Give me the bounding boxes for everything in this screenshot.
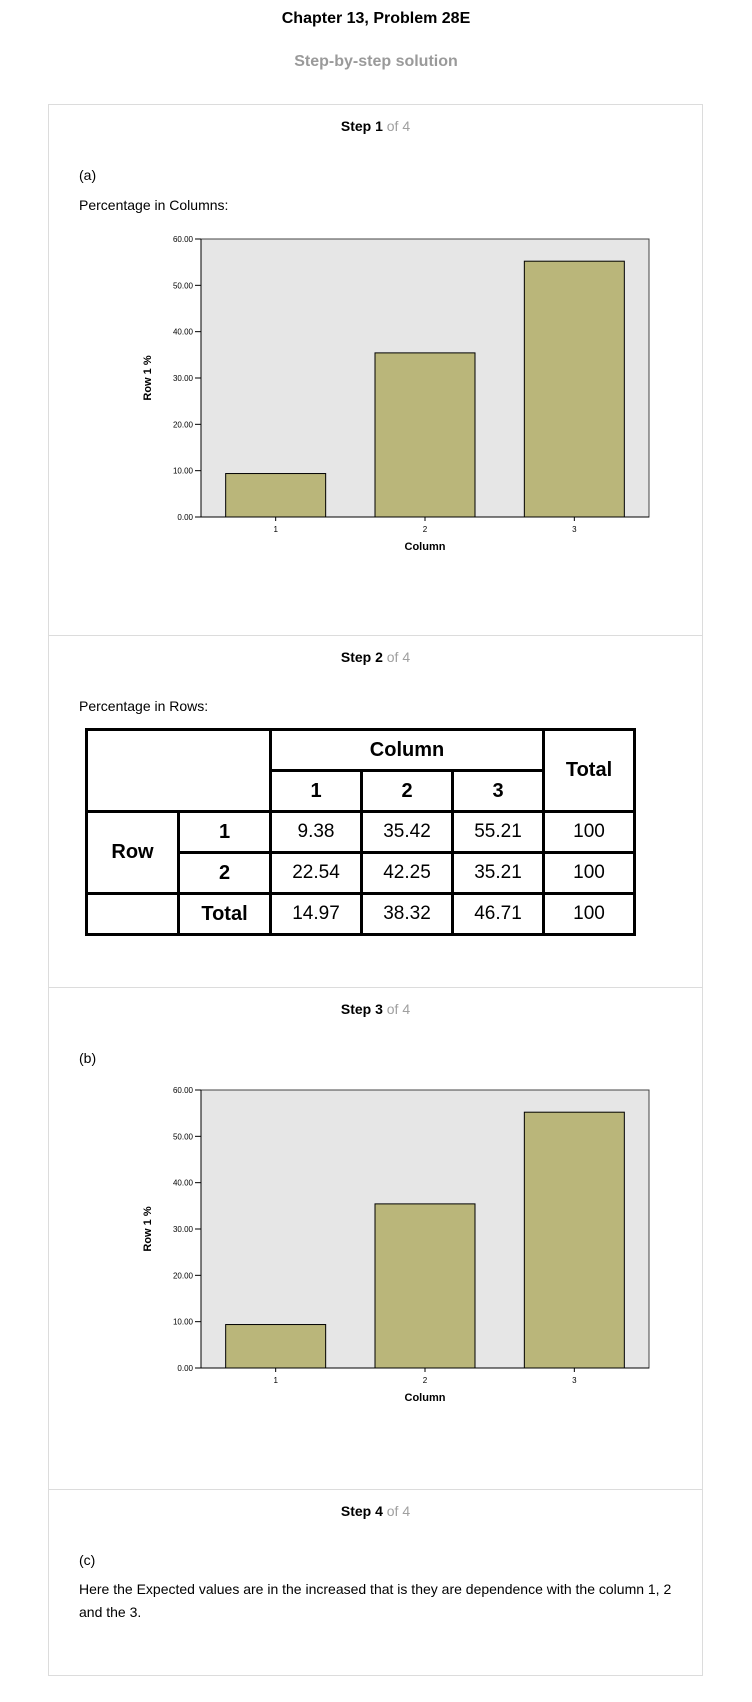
step-of-total: of 4 (382, 1001, 411, 1017)
y-axis-label: Row 1 % (142, 1206, 154, 1251)
table-cell: 35.21 (451, 851, 545, 895)
x-tick-label: 3 (572, 525, 577, 534)
bar (374, 1203, 476, 1369)
table-cell: 38.32 (360, 892, 454, 936)
table-cell: 35.42 (360, 810, 454, 854)
y-tick-label: 50.00 (173, 1132, 194, 1141)
x-tick-label: 1 (273, 525, 278, 534)
y-tick-label: 40.00 (173, 1179, 194, 1188)
y-tick-label: 60.00 (173, 1086, 194, 1095)
total-header: Total (542, 728, 636, 813)
x-axis-label: Column (405, 541, 446, 553)
table-cell: 9.38 (269, 810, 363, 854)
step-of-total: of 4 (382, 118, 411, 134)
total-row-label: Total (177, 892, 272, 936)
part-label-a: (a) (79, 167, 97, 183)
x-tick-label: 2 (423, 1376, 428, 1385)
chart-caption: Percentage in Columns: (79, 197, 229, 213)
row-total-cell: 100 (542, 810, 636, 854)
x-tick-label: 2 (423, 525, 428, 534)
step-1: Step 1 of 4 (a) Percentage in Columns: 0… (48, 104, 703, 636)
step-4-heading: Step 4 of 4 (49, 1503, 702, 1519)
x-tick-label: 1 (273, 1376, 278, 1385)
y-tick-label: 30.00 (173, 1225, 194, 1234)
column-label: 2 (360, 769, 454, 813)
grand-total-cell: 100 (542, 892, 636, 936)
column-label: 3 (451, 769, 545, 813)
table-cell: 22.54 (269, 851, 363, 895)
contingency-table: Column Total 1 2 3 Row 1 9.38 35.42 55.2… (85, 728, 636, 936)
step-2-heading: Step 2 of 4 (49, 649, 702, 665)
y-tick-label: 50.00 (173, 281, 194, 290)
step-of-total: of 4 (382, 1503, 411, 1519)
page-subtitle: Step-by-step solution (294, 53, 458, 70)
step-3-heading: Step 3 of 4 (49, 1001, 702, 1017)
table-cell: 55.21 (451, 810, 545, 854)
x-tick-label: 3 (572, 1376, 577, 1385)
step-number: Step 1 (340, 118, 383, 134)
column-label: 1 (269, 769, 363, 813)
step-2: Step 2 of 4 Percentage in Rows: Column T… (48, 635, 703, 988)
table-cell: 42.25 (360, 851, 454, 895)
y-tick-label: 40.00 (173, 328, 194, 337)
y-tick-label: 0.00 (177, 513, 193, 522)
y-tick-label: 10.00 (173, 467, 194, 476)
empty-cell (85, 892, 180, 936)
bar (225, 473, 327, 518)
y-tick-label: 20.00 (173, 420, 194, 429)
row-label: 1 (177, 810, 272, 854)
table-cell: 14.97 (269, 892, 363, 936)
y-tick-label: 0.00 (177, 1364, 193, 1373)
y-tick-label: 30.00 (173, 374, 194, 383)
row-header: Row (85, 810, 180, 895)
step-of-total: of 4 (382, 649, 411, 665)
bar (225, 1324, 327, 1369)
table-cell: 46.71 (451, 892, 545, 936)
y-tick-label: 20.00 (173, 1271, 194, 1280)
bar (523, 260, 625, 518)
step-4: Step 4 of 4 (c) Here the Expected values… (48, 1489, 703, 1676)
bar (374, 352, 476, 518)
y-tick-label: 10.00 (173, 1318, 194, 1327)
step-3: Step 3 of 4 (b) 0.00 10.00 20.00 30.00 40.00… (48, 987, 703, 1490)
part-label-b: (b) (79, 1050, 97, 1066)
step-number: Step 4 (340, 1503, 383, 1519)
row-label: 2 (177, 851, 272, 895)
column-header: Column (269, 728, 545, 772)
x-axis-label: Column (405, 1392, 446, 1404)
step-number: Step 3 (340, 1001, 383, 1017)
conclusion-text: Here the Expected values are in the incr… (79, 1581, 672, 1620)
step-number: Step 2 (340, 649, 383, 665)
empty-corner-cell (85, 728, 272, 813)
y-tick-label: 60.00 (173, 235, 194, 244)
bar (523, 1111, 625, 1369)
y-axis-label: Row 1 % (142, 355, 154, 400)
step-1-heading: Step 1 of 4 (49, 118, 702, 134)
part-label-c: (c) (79, 1552, 96, 1568)
table-caption: Percentage in Rows: (79, 698, 209, 714)
bar-chart-a: 0.00 10.00 20.00 30.00 40.00 50.00 60.00 1 2 3 Col… (142, 235, 650, 553)
row-total-cell: 100 (542, 851, 636, 895)
bar-chart-b: 0.00 10.00 20.00 30.00 40.00 50.00 60.00 1 2 3 Col… (142, 1086, 650, 1404)
page-title: Chapter 13, Problem 28E (281, 10, 471, 27)
